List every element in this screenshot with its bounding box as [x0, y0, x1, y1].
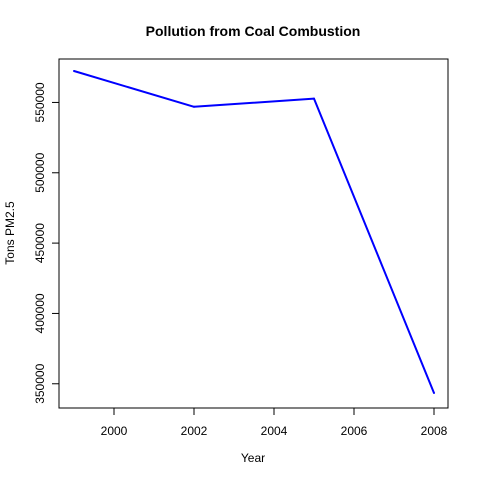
y-tick-label: 400000: [33, 293, 47, 333]
data-point: [193, 105, 195, 108]
x-tick-label: 2002: [181, 424, 208, 438]
y-tick-label: 350000: [33, 363, 47, 403]
x-tick-label: 2006: [341, 424, 368, 438]
y-axis-label: Tons PM2.5: [3, 201, 17, 265]
data-point: [73, 70, 75, 72]
y-tick-label: 550000: [33, 82, 47, 122]
chart-title: Pollution from Coal Combustion: [146, 23, 361, 39]
x-tick-label: 2004: [261, 424, 288, 438]
y-axis: 350000 400000 450000 500000 550000: [33, 82, 60, 404]
y-tick-label: 500000: [33, 152, 47, 192]
x-tick-label: 2008: [421, 424, 448, 438]
y-tick-label: 450000: [33, 223, 47, 263]
plot-frame: [58, 58, 449, 409]
x-axis-label: Year: [241, 451, 265, 465]
x-axis: 2000 2002 2004 2006 2008: [101, 407, 448, 438]
series-line: [73, 70, 435, 394]
series-layer: [73, 70, 435, 394]
x-tick-label: 2000: [101, 424, 128, 438]
data-point: [313, 97, 315, 100]
data-point: [433, 392, 435, 394]
